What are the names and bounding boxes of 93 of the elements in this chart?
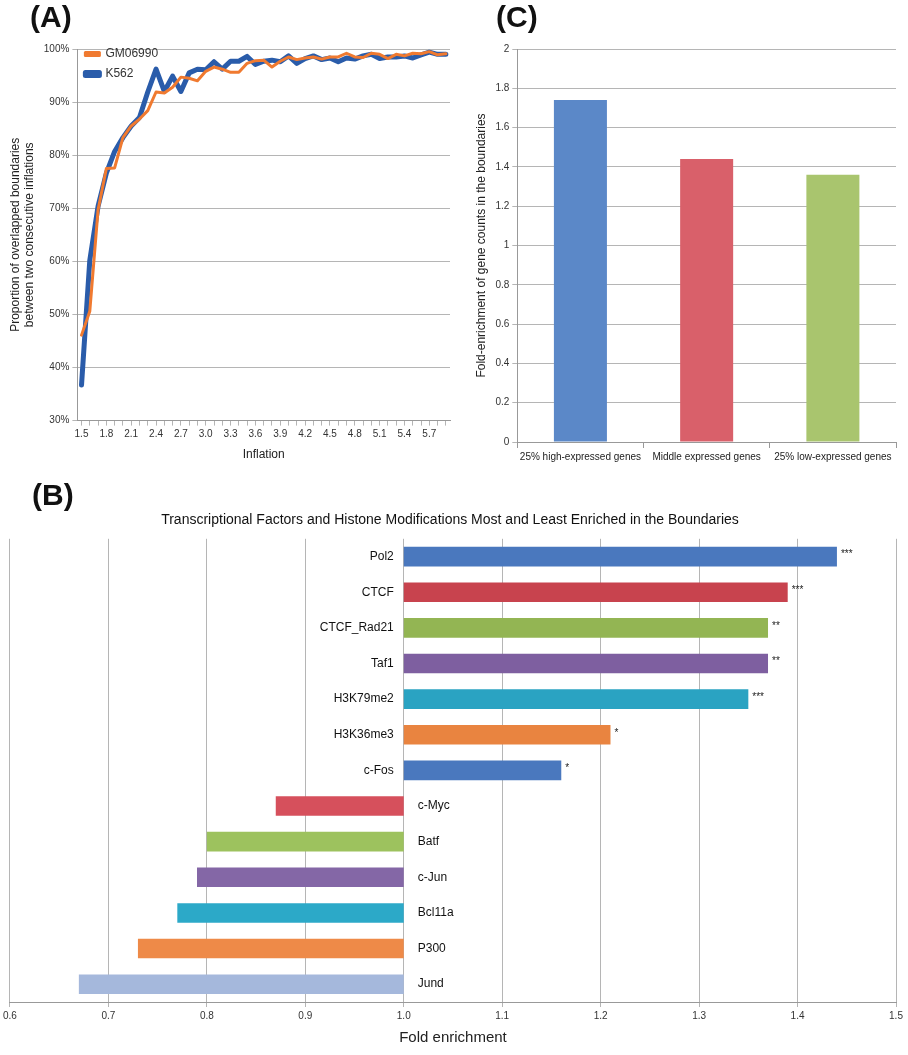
x-tick-label: 1.8 [99,428,114,440]
bar [403,760,562,781]
x-axis-title: Inflation [242,447,285,462]
y-tick-label: 1.4 [495,160,510,172]
x-tick-label: 2.4 [149,428,164,440]
x-tick-label: 1.5 [74,428,89,440]
x-tick-label: 25% low-expressed genes [774,450,892,462]
y-tick-label: 70% [49,202,70,214]
y-tick-label: 1 [503,239,510,251]
y-tick-label: 1.6 [495,121,510,133]
y-tick-label: CTCF_Rad21 [319,620,395,635]
annotation: *** [752,690,765,702]
y-tick-label: 0.4 [495,357,510,369]
y-axis-title: Proportion of overlapped boundaries between two consecutive inflations [7,137,36,332]
y-tick-label: 80% [49,148,70,160]
bar [403,689,749,709]
bar [553,100,607,442]
y-tick-label: 40% [49,361,70,373]
legend-label: K562 [105,66,134,81]
x-tick-label: 5.7 [422,428,437,440]
y-tick-label: H3K36me3 [333,727,395,742]
x-tick-label: 0.6 [3,1009,18,1021]
y-tick-label: 60% [49,255,70,267]
y-tick-label: 30% [49,414,70,426]
annotation: ** [772,619,780,631]
x-tick-label: 3.3 [223,428,238,440]
x-tick-label: Middle expressed genes [652,450,761,462]
text: (A) [30,0,72,34]
bar [403,618,769,638]
x-tick-label: 25% high-expressed genes [519,450,642,462]
x-tick-label: 4.2 [298,428,313,440]
bar [275,796,404,816]
annotation: ** [772,655,780,667]
x-tick-label: 2.1 [124,428,139,440]
y-tick-label: Pol2 [369,548,395,563]
x-tick-label: 1.5 [889,1009,904,1021]
x-tick-label: 1.0 [396,1009,412,1021]
bar [177,903,404,923]
x-tick-label: 0.9 [298,1009,313,1021]
y-tick-label: c-Jun [417,869,448,884]
x-tick-label: 0.8 [199,1009,215,1021]
x-tick-label: 5.4 [397,428,412,440]
x-tick-label: 1.1 [495,1009,510,1021]
y-tick-label: 100% [43,42,70,54]
x-tick-label: 4.8 [347,428,363,440]
bar [403,582,788,603]
annotation: *** [840,548,853,560]
x-tick-label: 0.7 [101,1009,116,1021]
text: (C) [496,0,538,34]
x-tick-label: 3.6 [248,428,263,440]
y-tick-label: 50% [49,308,70,320]
y-tick-label: 2 [503,42,510,54]
bar [403,546,837,567]
y-tick-label: CTCF [361,584,394,599]
y-tick-label: P300 [417,940,447,955]
annotation: * [565,762,570,774]
y-tick-label: 0 [503,435,510,447]
bar [206,831,404,852]
y-axis-title: Fold-enrichment of gene counts in the boundaries [473,113,488,378]
y-tick-label: Batf [417,833,440,848]
x-tick-label: 1.4 [790,1009,805,1021]
x-tick-label: 1.2 [593,1009,609,1021]
bar [806,174,860,442]
x-tick-label: 2.7 [173,428,189,440]
y-tick-label: 0.2 [495,396,510,408]
bar [137,938,404,959]
annotation: *** [791,584,804,595]
x-axis-title: Fold enrichment [399,1028,508,1046]
chart-title: Transcriptional Factors and Histone Modifications Most and Least Enriched in the Boundaries [161,511,739,528]
annotation: * [614,726,619,738]
y-tick-label: 1.8 [495,82,510,94]
y-tick-label: Jund [417,976,444,991]
bar [403,653,769,674]
text: (B) [32,478,74,512]
y-tick-label: 1.2 [495,199,510,211]
x-tick-label: 3.0 [198,428,214,440]
x-tick-label: 3.9 [273,428,288,440]
y-tick-label: 90% [49,95,70,107]
y-tick-label: c-Myc [417,798,450,813]
x-tick-label: 1.3 [692,1009,707,1021]
bar [403,724,611,745]
legend-label: GM06990 [105,46,159,61]
x-tick-label: 5.1 [372,428,387,440]
bar [78,974,404,994]
bar [197,867,404,888]
y-tick-label: Taf1 [371,655,395,670]
x-tick-label: 4.5 [322,428,338,440]
y-tick-label: 0.6 [495,317,510,329]
y-tick-label: Bcl11a [417,905,454,920]
y-tick-label: 0.8 [495,278,510,290]
bar [680,159,734,442]
y-tick-label: H3K79me2 [333,691,395,706]
y-tick-label: c-Fos [363,762,394,777]
